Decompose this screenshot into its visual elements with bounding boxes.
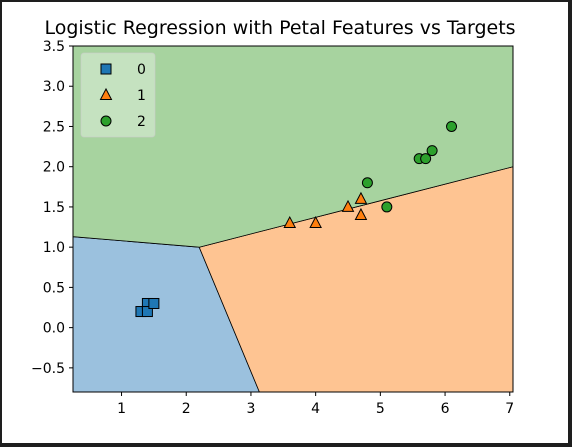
x-tick-label: 2 xyxy=(182,401,191,417)
data-points xyxy=(135,120,458,318)
y-tick-label: −0.5 xyxy=(31,361,65,377)
x-tick-label: 1 xyxy=(117,401,126,417)
legend-label-0: 0 xyxy=(137,62,146,78)
y-tick-label: 0.0 xyxy=(43,321,65,337)
point-class-0 xyxy=(148,297,160,309)
point-class-2 xyxy=(426,145,438,157)
chart-svg: Logistic Regression with Petal Features … xyxy=(31,17,516,417)
point-class-1 xyxy=(354,207,368,220)
point-class-2 xyxy=(381,201,393,213)
point-class-1 xyxy=(283,215,297,229)
x-tick-label: 4 xyxy=(311,401,320,417)
point-class-2 xyxy=(420,153,432,165)
legend-label-1: 1 xyxy=(137,88,146,104)
point-class-1 xyxy=(354,191,368,204)
axes-frame xyxy=(72,45,514,393)
legend-marker-2 xyxy=(100,115,112,127)
point-class-0 xyxy=(141,306,153,318)
x-axis-ticks: 1 2 3 4 5 6 7 xyxy=(117,392,514,417)
point-class-2 xyxy=(361,177,373,189)
legend-box xyxy=(80,52,156,138)
point-class-1 xyxy=(309,215,322,229)
y-tick-label: 1.0 xyxy=(43,240,65,256)
figure: Logistic Regression with Petal Features … xyxy=(2,2,568,443)
legend-marker-0 xyxy=(100,63,112,75)
y-tick-label: 3.0 xyxy=(43,79,65,95)
legend: 0 1 2 xyxy=(80,52,156,138)
point-class-2 xyxy=(446,120,458,132)
decision-region-class-2 xyxy=(73,46,513,248)
x-tick-label: 5 xyxy=(376,401,385,417)
x-tick-label: 3 xyxy=(246,401,255,417)
legend-label-2: 2 xyxy=(137,114,146,130)
x-tick-label: 6 xyxy=(441,401,450,417)
y-tick-label: 2.5 xyxy=(43,119,65,135)
legend-marker-1 xyxy=(99,87,113,100)
chart-title: Logistic Regression with Petal Features … xyxy=(44,17,515,39)
y-axis-ticks: −0.5 0.0 0.5 1.0 1.5 2.0 2.5 3.0 3.5 xyxy=(31,39,73,377)
y-tick-label: 2.0 xyxy=(43,160,65,176)
point-class-1 xyxy=(341,199,355,212)
x-tick-label: 7 xyxy=(505,401,514,417)
decision-regions xyxy=(73,46,513,392)
y-tick-label: 3.5 xyxy=(43,39,65,55)
y-tick-label: 0.5 xyxy=(43,280,65,296)
y-tick-label: 1.5 xyxy=(43,200,65,216)
